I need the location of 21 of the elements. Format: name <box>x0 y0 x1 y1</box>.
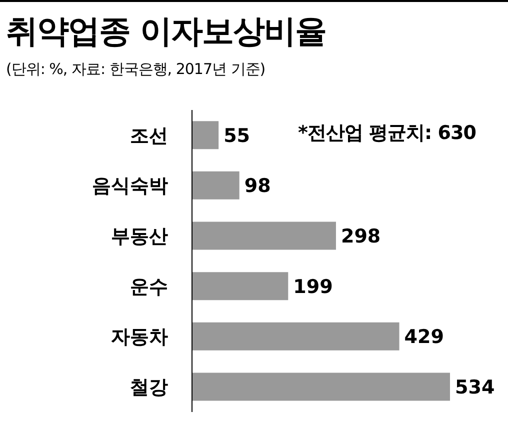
bar <box>192 171 240 200</box>
bar <box>192 222 336 250</box>
data-label: 55 <box>224 124 250 147</box>
bar <box>192 121 219 150</box>
data-label: 429 <box>404 326 444 348</box>
chart-title: 취약업종 이자보상비율 <box>6 11 326 52</box>
bar <box>192 322 400 350</box>
bar <box>192 372 450 401</box>
y-tick-label: 음식숙박 <box>92 175 168 198</box>
y-tick-label: 조선 <box>130 124 168 147</box>
data-label: 98 <box>244 175 271 198</box>
data-label: 298 <box>340 225 381 248</box>
data-label: 199 <box>293 276 333 298</box>
chart-subtitle: (단위: %, 자료: 한국은행, 2017년 기준) <box>6 60 266 79</box>
data-label: 534 <box>455 376 495 398</box>
annotation: *전산업 평균치: 630 <box>298 121 476 146</box>
y-tick-label: 운수 <box>130 276 168 298</box>
y-tick-label: 자동차 <box>111 326 168 348</box>
y-tick-label: 철강 <box>130 376 168 399</box>
y-tick-label: 부동산 <box>111 226 168 248</box>
bar <box>192 272 288 300</box>
